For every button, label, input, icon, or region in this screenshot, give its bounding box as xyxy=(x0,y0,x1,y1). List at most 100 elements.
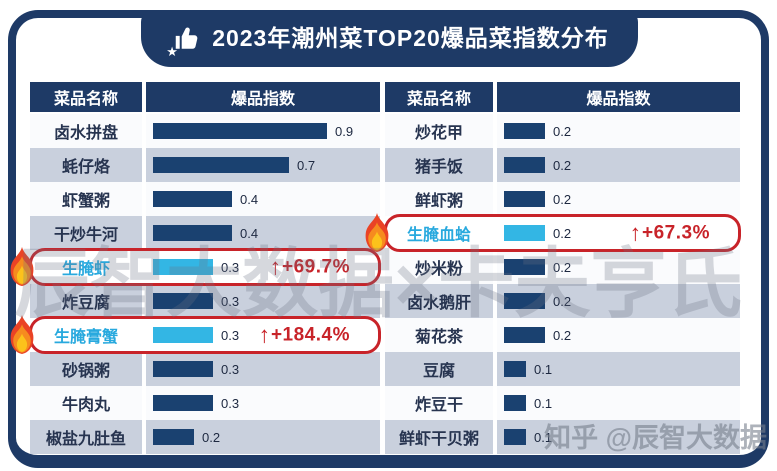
table-row: 菊花茶 0.2 xyxy=(385,318,740,352)
index-bar-cell: 0.3 ↑ +184.4% xyxy=(146,318,380,352)
dish-table-left: 菜品名称 爆品指数 卤水拼盘 0.9 蚝仔烙 0.7 虾蟹粥 0.4 干炒牛河 … xyxy=(10,82,381,454)
table-row: 鲜虾粥 0.2 xyxy=(385,182,740,216)
table-row: 干炒牛河 0.4 xyxy=(30,216,380,250)
title-banner: ★ 2023年潮州菜TOP20爆品菜指数分布 xyxy=(141,10,638,67)
index-bar-cell: 0.7 xyxy=(146,148,380,182)
up-arrow-icon: ↑ xyxy=(269,253,282,280)
column-header-index: 爆品指数 xyxy=(497,82,740,112)
index-bar xyxy=(153,361,213,377)
index-bar-cell: 0.3 xyxy=(146,284,380,318)
index-bar xyxy=(153,327,213,343)
table-header-left: 菜品名称 爆品指数 xyxy=(30,82,380,112)
index-bar xyxy=(153,395,213,411)
index-value: 0.9 xyxy=(335,123,354,139)
table-row: 牛肉丸 0.3 xyxy=(30,386,380,420)
fire-icon xyxy=(365,213,389,252)
table-row: 炸豆腐 0.3 xyxy=(30,284,380,318)
dish-name: 菊花茶 xyxy=(385,318,493,352)
table-header-right: 菜品名称 爆品指数 xyxy=(385,82,740,112)
table-row: 鲜虾干贝粥 0.1 xyxy=(385,420,740,454)
index-bar xyxy=(504,327,545,343)
index-bar-cell: 0.4 xyxy=(146,216,380,250)
index-value: 0.7 xyxy=(297,157,316,173)
index-bar xyxy=(153,191,232,207)
table-row: 砂锅粥 0.3 xyxy=(30,352,380,386)
index-value: 0.2 xyxy=(553,225,572,241)
dish-name: 砂锅粥 xyxy=(30,352,142,386)
fire-icon xyxy=(10,315,34,354)
index-value: 0.2 xyxy=(553,259,572,275)
index-bar xyxy=(153,259,213,275)
table-row: 炒花甲 0.2 xyxy=(385,114,740,148)
index-value: 0.3 xyxy=(221,327,240,343)
growth-percent: +69.7% xyxy=(282,256,350,277)
growth-annotation: ↑ +67.3% xyxy=(629,219,710,246)
table-row: 炸豆干 0.1 xyxy=(385,386,740,420)
dish-name: 生腌血蛤 xyxy=(385,216,493,250)
dish-name: 豆腐 xyxy=(385,352,493,386)
dish-name: 生腌膏蟹 xyxy=(30,318,142,352)
dish-name: 鲜虾粥 xyxy=(385,182,493,216)
index-bar xyxy=(153,429,194,445)
index-bar xyxy=(153,157,289,173)
dish-name: 卤水鹅肝 xyxy=(385,284,493,318)
dish-name: 炒花甲 xyxy=(385,114,493,148)
index-bar xyxy=(504,123,545,139)
index-bar xyxy=(504,293,545,309)
dish-name: 卤水拼盘 xyxy=(30,114,142,148)
index-bar xyxy=(504,395,526,411)
index-value: 0.3 xyxy=(221,395,240,411)
index-value: 0.2 xyxy=(553,123,572,139)
table-row: 卤水拼盘 0.9 xyxy=(30,114,380,148)
growth-percent: +67.3% xyxy=(642,222,710,243)
index-bar xyxy=(504,361,526,377)
dish-name: 蚝仔烙 xyxy=(30,148,142,182)
table-body-left: 卤水拼盘 0.9 蚝仔烙 0.7 虾蟹粥 0.4 干炒牛河 0.4 生腌虾 0.… xyxy=(10,114,381,454)
dish-name: 椒盐九肚鱼 xyxy=(30,420,142,454)
growth-annotation: ↑ +69.7% xyxy=(269,253,350,280)
index-bar-cell: 0.2 xyxy=(497,114,740,148)
table-body-right: 炒花甲 0.2 猪手饭 0.2 鲜虾粥 0.2 生腌血蛤 0.2 ↑ +67.3%… xyxy=(365,114,741,454)
table-row: 炒米粉 0.2 xyxy=(385,250,740,284)
index-bar-cell: 0.3 xyxy=(146,352,380,386)
dish-name: 猪手饭 xyxy=(385,148,493,182)
index-bar-cell: 0.2 xyxy=(497,318,740,352)
dish-table-right: 菜品名称 爆品指数 炒花甲 0.2 猪手饭 0.2 鲜虾粥 0.2 生腌血蛤 0… xyxy=(365,82,741,454)
index-bar xyxy=(153,225,232,241)
index-bar-cell: 0.3 xyxy=(146,386,380,420)
index-bar xyxy=(504,157,545,173)
page-title: 2023年潮州菜TOP20爆品菜指数分布 xyxy=(212,25,609,51)
index-bar xyxy=(504,191,545,207)
dish-name: 牛肉丸 xyxy=(30,386,142,420)
column-header-dish-name: 菜品名称 xyxy=(385,82,493,112)
index-bar-cell: 0.1 xyxy=(497,352,740,386)
table-row: 虾蟹粥 0.4 xyxy=(30,182,380,216)
dish-name: 干炒牛河 xyxy=(30,216,142,250)
index-bar-cell: 0.3 ↑ +69.7% xyxy=(146,250,380,284)
index-bar-cell: 0.4 xyxy=(146,182,380,216)
fire-icon xyxy=(10,247,34,286)
index-bar xyxy=(504,225,545,241)
table-row: 卤水鹅肝 0.2 xyxy=(385,284,740,318)
up-arrow-icon: ↑ xyxy=(629,219,642,246)
dish-name: 炸豆干 xyxy=(385,386,493,420)
index-value: 0.1 xyxy=(534,361,553,377)
index-bar-cell: 0.9 xyxy=(146,114,380,148)
table-row: 猪手饭 0.2 xyxy=(385,148,740,182)
index-value: 0.4 xyxy=(240,225,259,241)
index-value: 0.2 xyxy=(553,157,572,173)
growth-percent: +184.4% xyxy=(270,324,350,345)
index-value: 0.2 xyxy=(553,327,572,343)
index-value: 0.1 xyxy=(534,395,553,411)
index-bar-cell: 0.2 xyxy=(497,182,740,216)
table-row: 椒盐九肚鱼 0.2 xyxy=(30,420,380,454)
index-bar-cell: 0.2 xyxy=(146,420,380,454)
dish-name: 虾蟹粥 xyxy=(30,182,142,216)
index-bar xyxy=(153,123,327,139)
up-arrow-icon: ↑ xyxy=(258,321,270,348)
dish-name: 鲜虾干贝粥 xyxy=(385,420,493,454)
index-bar-cell: 0.2 ↑ +67.3% xyxy=(497,216,740,250)
index-value: 0.3 xyxy=(221,259,240,275)
index-tables: 菜品名称 爆品指数 卤水拼盘 0.9 蚝仔烙 0.7 虾蟹粥 0.4 干炒牛河 … xyxy=(10,82,741,454)
